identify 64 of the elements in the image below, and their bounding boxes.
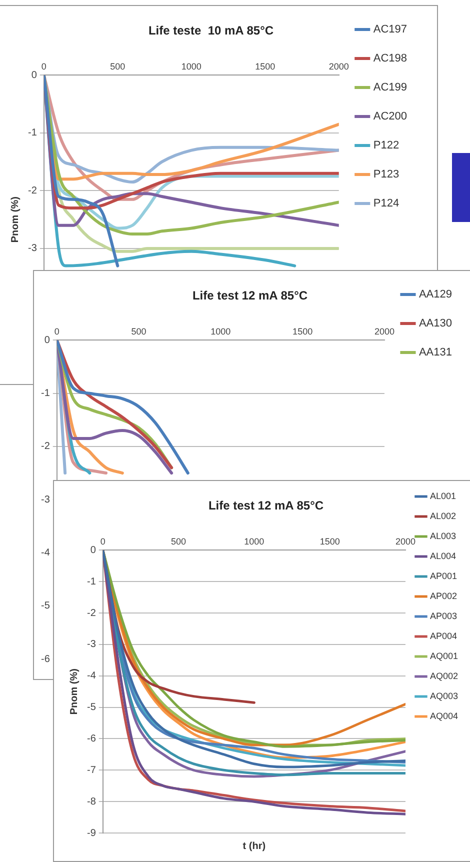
legend-label: AQ003 — [430, 690, 458, 701]
legend-label: AL002 — [430, 510, 456, 521]
y-tick-label: -6 — [40, 654, 50, 665]
y-tick-label: -2 — [86, 608, 96, 619]
legend-label: AC199 — [373, 82, 408, 94]
y-tick-label: -2 — [40, 441, 50, 452]
y-tick-label: 0 — [31, 70, 38, 81]
legend-label: AC198 — [373, 52, 408, 65]
legend-label: AC197 — [373, 24, 408, 36]
y-axis-title: Pnom (%) — [10, 196, 21, 243]
x-tick-label: 1000 — [181, 61, 202, 72]
legend-label: P124 — [373, 198, 400, 210]
x-tick-label: 2000 — [328, 61, 349, 72]
legend-label: AP004 — [430, 630, 458, 641]
y-tick-label: -2 — [28, 185, 38, 196]
y-tick-label: 0 — [90, 544, 96, 556]
y-tick-label: -5 — [86, 702, 96, 714]
x-tick-label: 1000 — [244, 536, 264, 546]
legend-label: AL004 — [430, 550, 456, 561]
x-tick-label: 500 — [110, 61, 126, 72]
legend-label: AP002 — [430, 590, 458, 601]
legend-label: AA130 — [418, 318, 452, 330]
legend-label: AQ001 — [430, 650, 458, 661]
x-tick-label: 0 — [54, 326, 60, 336]
y-tick-label: -1 — [40, 388, 50, 400]
line-series — [44, 75, 120, 268]
legend-label: AA131 — [418, 346, 452, 359]
y-tick-label: -4 — [40, 547, 50, 558]
y-tick-label: -6 — [86, 733, 96, 744]
legend-label: P123 — [373, 168, 400, 181]
x-tick-label: 500 — [131, 326, 146, 336]
y-tick-label: -3 — [40, 494, 50, 506]
legend-label: AQ004 — [430, 710, 458, 721]
y-axis-title: Pnom (%) — [68, 668, 80, 715]
y-tick-label: -4 — [86, 670, 96, 682]
x-tick-label: 2000 — [395, 536, 416, 546]
x-tick-label: 500 — [171, 536, 186, 546]
chart-title: Life test 12 mA 85°C — [208, 498, 324, 513]
y-tick-label: -3 — [28, 243, 38, 254]
y-tick-label: -1 — [86, 576, 96, 588]
y-tick-label: -9 — [86, 828, 96, 839]
y-tick-label: -7 — [86, 764, 96, 776]
y-tick-label: -5 — [40, 600, 50, 612]
legend-label: AL001 — [430, 490, 456, 501]
x-tick-label: 2000 — [374, 326, 394, 336]
x-tick-label: 1000 — [210, 326, 231, 336]
x-tick-label: 1500 — [320, 536, 340, 546]
chart-title: Life teste 10 mA 85°C — [148, 24, 274, 38]
x-tick-label: 1500 — [255, 61, 276, 72]
legend-label: AP003 — [430, 610, 458, 621]
x-axis-title: t (hr) — [242, 840, 266, 852]
y-tick-label: 0 — [44, 334, 50, 346]
x-tick-label: 1500 — [292, 326, 313, 336]
legend-label: AP001 — [430, 570, 458, 581]
y-tick-label: -1 — [28, 128, 38, 139]
y-tick-label: -8 — [86, 796, 96, 808]
legend-label: AQ002 — [430, 670, 458, 681]
legend-label: AA129 — [418, 288, 452, 301]
legend-label: AC200 — [373, 110, 408, 123]
legend-label: AL003 — [430, 530, 456, 541]
x-tick-label: 0 — [100, 536, 106, 546]
y-tick-label: -3 — [86, 639, 96, 650]
legend-label: P122 — [373, 140, 400, 152]
chart-title: Life test 12 mA 85°C — [192, 288, 308, 303]
